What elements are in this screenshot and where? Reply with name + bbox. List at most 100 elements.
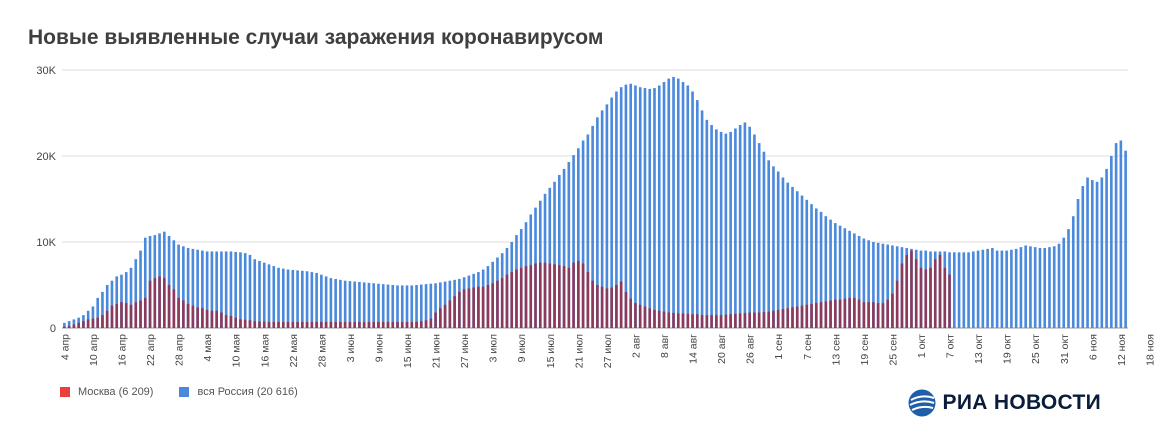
bar-moscow-56	[329, 321, 333, 328]
x-tick-label-5: 4 мая	[202, 334, 214, 362]
bar-moscow-115	[610, 287, 613, 328]
y-tick-label-0: 0	[50, 323, 56, 335]
bar-russia-48	[291, 269, 295, 328]
bar-moscow-97	[524, 266, 528, 328]
bar-moscow-35	[229, 315, 233, 328]
bar-moscow-126	[662, 311, 666, 328]
bar-russia-31	[210, 251, 214, 328]
bar-russia-25	[182, 246, 185, 328]
bar-moscow-161	[829, 300, 832, 328]
bar-moscow-36	[234, 317, 238, 328]
bar-moscow-10	[110, 305, 114, 328]
bar-moscow-108	[577, 260, 580, 328]
bar-moscow-123	[648, 308, 652, 328]
bar-russia-60	[348, 281, 352, 328]
bar-moscow-91	[496, 280, 499, 328]
bar-moscow-83	[458, 291, 461, 328]
bar-russia-135	[705, 119, 709, 328]
bar-russia-191	[972, 251, 975, 328]
x-tick-label-18: 21 июл	[573, 334, 585, 368]
bar-russia-153	[791, 186, 794, 328]
bar-russia-207	[1048, 247, 1051, 328]
bar-russia-140	[729, 131, 732, 328]
bar-russia-206	[1043, 248, 1047, 328]
bar-russia-205	[1038, 248, 1042, 328]
bar-moscow-96	[519, 267, 523, 328]
bar-russia-75	[419, 284, 423, 328]
bar-russia-209	[1057, 243, 1061, 328]
bar-russia-17	[143, 237, 147, 328]
globe-icon	[908, 389, 936, 417]
bar-moscow-74	[415, 321, 418, 328]
bar-moscow-184	[938, 254, 942, 328]
bar-moscow-183	[933, 259, 937, 328]
bar-russia-61	[353, 281, 356, 328]
bar-russia-64	[367, 282, 371, 328]
bar-russia-63	[362, 282, 366, 328]
bar-moscow-11	[115, 303, 119, 328]
bar-russia-203	[1029, 246, 1032, 328]
bar-russia-51	[305, 271, 309, 328]
bar-moscow-131	[686, 313, 690, 328]
bar-russia-74	[415, 285, 418, 328]
bar-russia-164	[843, 228, 847, 328]
bar-moscow-0	[63, 326, 66, 328]
bar-moscow-15	[134, 302, 138, 328]
bar-moscow-17	[143, 297, 147, 328]
bar-moscow-66	[377, 321, 380, 328]
bar-russia-8	[101, 291, 104, 328]
bar-russia-36	[234, 251, 238, 328]
bar-moscow-71	[400, 321, 404, 328]
bar-moscow-106	[567, 267, 571, 328]
bar-moscow-147	[762, 312, 766, 328]
bar-moscow-55	[324, 321, 328, 328]
bar-moscow-176	[900, 263, 904, 328]
bar-moscow-166	[853, 297, 856, 328]
bar-russia-190	[967, 252, 970, 328]
legend-item-moscow[interactable]: Москва (6 209)	[60, 386, 153, 398]
bar-moscow-93	[505, 274, 509, 328]
bar-moscow-60	[348, 321, 352, 328]
bar-moscow-117	[619, 281, 623, 328]
bar-russia-122	[643, 88, 647, 328]
bar-russia-132	[691, 91, 694, 328]
legend-item-russia[interactable]: вся Россия (20 616)	[179, 386, 298, 398]
x-tick-label-23: 20 авг	[716, 334, 728, 364]
x-tick-label-24: 26 авг	[745, 334, 757, 364]
bar-russia-136	[710, 125, 713, 328]
bar-moscow-70	[396, 321, 399, 328]
x-tick-label-21: 8 авг	[659, 334, 671, 358]
bar-russia-155	[800, 195, 804, 328]
bar-moscow-95	[515, 269, 518, 328]
series-moscow	[63, 250, 951, 328]
bar-russia-114	[605, 104, 609, 329]
bar-russia-78	[434, 283, 437, 328]
bar-moscow-113	[600, 286, 604, 328]
bar-russia-112	[596, 117, 599, 328]
bar-moscow-159	[819, 302, 823, 328]
bar-moscow-139	[724, 314, 728, 328]
bar-russia-125	[657, 85, 661, 328]
bar-moscow-54	[320, 321, 323, 328]
bar-russia-109	[581, 140, 585, 328]
bar-moscow-39	[248, 320, 252, 328]
bar-russia-139	[724, 133, 728, 328]
bar-russia-167	[857, 235, 861, 328]
bar-moscow-42	[262, 321, 266, 328]
bar-russia-217	[1095, 181, 1099, 328]
bar-moscow-103	[553, 264, 556, 328]
bar-moscow-62	[358, 321, 361, 328]
bar-moscow-1	[67, 325, 71, 328]
bar-moscow-180	[919, 267, 923, 328]
bar-russia-47	[286, 269, 290, 328]
bar-moscow-58	[339, 321, 342, 328]
bar-russia-208	[1052, 246, 1056, 328]
bar-russia-38	[243, 253, 247, 328]
bar-russia-210	[1062, 237, 1066, 328]
bar-russia-30	[205, 251, 209, 328]
bar-moscow-152	[786, 308, 790, 328]
x-tick-label-11: 9 июн	[373, 334, 385, 362]
bar-moscow-37	[239, 319, 242, 328]
bar-russia-149	[772, 166, 775, 328]
bar-russia-200	[1014, 248, 1018, 328]
